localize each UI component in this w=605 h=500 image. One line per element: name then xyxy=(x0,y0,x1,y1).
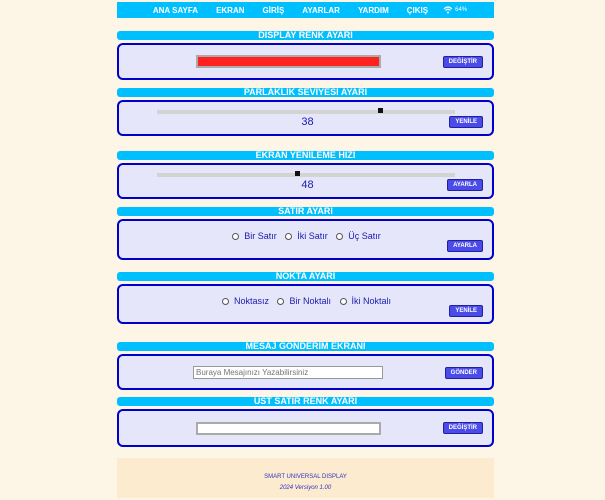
radio-label: Üç Satır xyxy=(348,231,381,241)
nav-screen[interactable]: EKRAN xyxy=(216,5,245,15)
display-color-title: DISPLAY RENK AYARI xyxy=(117,31,494,40)
radio-two-rows[interactable]: İki Satır xyxy=(285,231,330,241)
refresh-dots-button[interactable]: YENİLE xyxy=(449,305,483,317)
dots-title: NOKTA AYARI xyxy=(117,272,494,281)
wifi-icon xyxy=(443,6,453,14)
brightness-title: PARLAKLIK SEVİYESİ AYARI xyxy=(117,88,494,97)
change-display-color-button[interactable]: DEĞİŞTİR xyxy=(442,56,483,68)
display-color-panel: DEĞİŞTİR xyxy=(117,43,494,80)
radio-one-dot[interactable]: Bir Noktalı xyxy=(277,296,333,306)
brightness-panel: 38 YENİLE xyxy=(117,100,494,136)
radio-label: Noktasız xyxy=(233,296,269,306)
nav-help[interactable]: YARDIM xyxy=(357,5,389,15)
footer-version: 2024 Versiyon 1.00 xyxy=(279,485,332,491)
message-title: MESAJ GÖNDERİM EKRANI xyxy=(117,342,494,351)
rows-panel: Bir Satır İki Satır Üç Satır AYARLA xyxy=(117,219,494,260)
set-refresh-rate-button[interactable]: AYARLA xyxy=(447,179,483,191)
message-input[interactable] xyxy=(193,366,383,379)
refresh-brightness-button[interactable]: YENİLE xyxy=(449,116,483,128)
set-rows-button[interactable]: AYARLA xyxy=(447,240,483,252)
footer: SMART UNIVERSAL DISPLAY 2024 Versiyon 1.… xyxy=(117,458,494,498)
slider-thumb[interactable] xyxy=(378,108,384,113)
wifi-status: 64% xyxy=(443,6,467,14)
radio-label: Bir Satır xyxy=(244,231,277,241)
top-row-color-panel: DEĞİŞTİR xyxy=(117,409,494,447)
nav-home[interactable]: ANA SAYFA xyxy=(152,5,199,15)
radio-label: İki Satır xyxy=(297,231,328,241)
refresh-rate-value: 48 xyxy=(301,179,314,191)
nav-logout[interactable]: ÇIKIŞ xyxy=(406,5,429,15)
message-panel: GÖNDER xyxy=(117,354,494,390)
rows-title: SATIR AYARI xyxy=(117,207,494,216)
top-nav: ANA SAYFA EKRAN GİRİŞ AYARLAR YARDIM ÇIK… xyxy=(117,2,494,18)
refresh-rate-panel: 48 AYARLA xyxy=(117,163,494,199)
slider-thumb[interactable] xyxy=(294,171,300,176)
footer-product: SMART UNIVERSAL DISPLAY xyxy=(264,474,347,480)
radio-no-dot[interactable]: Noktasız xyxy=(221,296,271,306)
refresh-rate-title: EKRAN YENİLEME HIZI xyxy=(117,151,494,160)
radio-label: Bir Noktalı xyxy=(289,296,331,306)
display-color-picker[interactable] xyxy=(196,55,381,68)
top-row-color-picker[interactable] xyxy=(196,422,381,435)
top-row-color-title: ÜST SATIR RENK AYARI xyxy=(117,397,494,406)
dots-panel: Noktasız Bir Noktalı İki Noktalı YENİLE xyxy=(117,284,494,324)
refresh-rate-slider[interactable] xyxy=(157,171,455,177)
nav-settings[interactable]: AYARLAR xyxy=(302,5,340,15)
radio-label: İki Noktalı xyxy=(351,296,392,306)
radio-two-dots[interactable]: İki Noktalı xyxy=(339,296,394,306)
radio-three-rows[interactable]: Üç Satır xyxy=(336,231,383,241)
brightness-value: 38 xyxy=(301,116,314,128)
signal-strength: 64% xyxy=(455,7,468,13)
change-top-row-color-button[interactable]: DEĞİŞTİR xyxy=(442,422,483,434)
send-message-button[interactable]: GÖNDER xyxy=(444,367,483,379)
brightness-slider[interactable] xyxy=(157,108,455,114)
nav-login[interactable]: GİRİŞ xyxy=(262,5,285,15)
radio-one-row[interactable]: Bir Satır xyxy=(232,231,279,241)
